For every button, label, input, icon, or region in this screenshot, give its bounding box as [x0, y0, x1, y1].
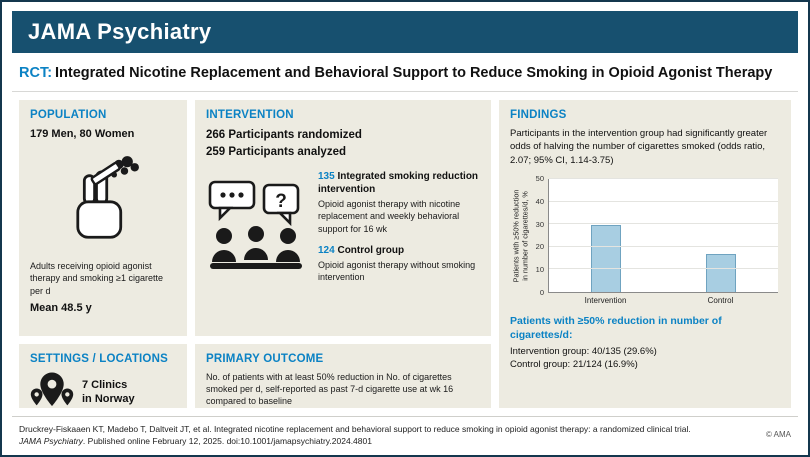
result-line-intervention: Intervention group: 40/135 (29.6%) [510, 346, 657, 358]
chart-y-axis-label-cell: Patients with ≥50% reduction in number o… [510, 179, 532, 293]
group-name: Integrated smoking reduction interventio… [318, 171, 479, 196]
settings-line1: 7 Clinics [82, 378, 128, 391]
citation-journal: JAMA Psychiatry [19, 436, 83, 447]
group-name: Control group [337, 244, 405, 256]
group-count: 135 [318, 171, 335, 183]
citation-footer: Druckrey-Fiskaaen KT, Madebo T, Daltveit… [12, 415, 798, 451]
population-demographics: 179 Men, 80 Women [30, 128, 135, 140]
chart-y-ticks: 0 10 20 30 40 50 [532, 174, 548, 297]
chart-y-axis-label: Patients with ≥50% reduction in number o… [511, 189, 530, 283]
group-description: Opioid agonist therapy without smoking i… [318, 259, 476, 282]
randomized-label: Participants randomized [228, 129, 362, 141]
svg-text:?: ? [275, 191, 287, 212]
citation-publication-info: . Published online February 12, 2025. do… [82, 436, 372, 447]
group-description: Opioid agonist therapy with nicotine rep… [318, 199, 461, 234]
settings-line2: in Norway [82, 393, 135, 405]
bar-control [705, 253, 736, 292]
randomized-count: 266 [206, 129, 226, 141]
intervention-body: ? 135 Integrated smoking reduction inter… [206, 170, 480, 292]
chart-y-tick-label: 20 [535, 242, 544, 252]
settings-body: 7 Clinics in Norway [30, 371, 176, 408]
chart-gridline [549, 177, 778, 179]
citation-line1: Druckrey-Fiskaaen KT, Madebo T, Daltveit… [19, 423, 691, 434]
study-type-tag: RCT: [19, 65, 53, 81]
chart-y-tick-label: 40 [535, 196, 544, 206]
chart-y-tick-label: 30 [535, 219, 544, 229]
findings-chart: Patients with ≥50% reduction in number o… [510, 174, 778, 305]
chart-x-label: Control [707, 295, 734, 305]
chart-gridline [549, 245, 778, 247]
chart-y-tick-label: 50 [535, 173, 544, 183]
result-heading: Patients with ≥50% reduction in number o… [510, 314, 722, 341]
primary-outcome-heading: PRIMARY OUTCOME [206, 352, 324, 365]
intervention-group-item: 135 Integrated smoking reduction interve… [318, 170, 480, 234]
bar-intervention [591, 225, 622, 292]
journal-title: JAMA Psychiatry [28, 19, 212, 44]
journal-header: JAMA Psychiatry [12, 11, 798, 53]
population-description: Adults receiving opioid agonist therapy … [30, 261, 164, 296]
chart-y-tick-label: 0 [539, 287, 544, 297]
chart-gridline [549, 268, 778, 270]
article-title-text: Integrated Nicotine Replacement and Beha… [55, 65, 773, 81]
group-discussion-icon: ? [206, 170, 306, 292]
result-line-control: Control group: 21/124 (16.9%) [510, 359, 638, 371]
findings-heading: FINDINGS [510, 109, 567, 121]
chart-x-label: Intervention [584, 295, 627, 305]
citation-line2: JAMA Psychiatry. Published online Februa… [19, 435, 691, 448]
citation-text: Druckrey-Fiskaaen KT, Madebo T, Daltveit… [19, 423, 691, 449]
randomized-count-line: 266 Participants randomized [206, 127, 480, 144]
analyzed-count-line: 259 Participants analyzed [206, 144, 480, 161]
primary-outcome-text: No. of patients with at least 50% reduct… [206, 371, 454, 406]
chart-x-labels: Intervention Control [548, 293, 778, 305]
chart-y-tick-label: 10 [535, 265, 544, 275]
population-mean-age: Mean 48.5 y [30, 301, 92, 314]
primary-outcome-panel: PRIMARY OUTCOME No. of patients with at … [195, 343, 491, 408]
findings-summary: Participants in the intervention group h… [510, 128, 768, 166]
chart-bar-slot [549, 179, 664, 292]
settings-heading: SETTINGS / LOCATIONS [30, 352, 168, 365]
group-title: 135 Integrated smoking reduction interve… [318, 170, 480, 196]
content-grid: POPULATION 179 Men, 80 Women Adul [12, 92, 798, 414]
analyzed-label: Participants analyzed [228, 145, 346, 158]
intervention-panel: INTERVENTION 266 Participants randomized… [195, 100, 491, 336]
chart-gridline [549, 223, 778, 225]
intervention-heading: INTERVENTION [206, 109, 294, 121]
population-panel: POPULATION 179 Men, 80 Women Adul [19, 100, 187, 336]
findings-panel: FINDINGS Participants in the interventio… [499, 100, 791, 408]
participant-counts: 266 Participants randomized 259 Particip… [206, 127, 480, 160]
settings-panel: SETTINGS / LOCATIONS 7 Clinics in Norway [19, 343, 187, 408]
chart-bars [549, 179, 778, 292]
analyzed-count: 259 [206, 145, 226, 158]
group-count: 124 [318, 244, 335, 256]
article-title: RCT: Integrated Nicotine Replacement and … [12, 53, 798, 92]
chart-gridline [549, 200, 778, 202]
chart-bar-slot [664, 179, 779, 292]
map-pins-icon [30, 371, 74, 408]
intervention-groups: 135 Integrated smoking reduction interve… [318, 170, 480, 292]
chart-plot [548, 177, 778, 293]
intervention-group-item: 124 Control group Opioid agonist therapy… [318, 244, 480, 283]
population-heading: POPULATION [30, 109, 107, 121]
hand-cigarette-icon [61, 155, 145, 248]
group-title: 124 Control group [318, 244, 480, 257]
copyright-notice: © AMA [765, 430, 791, 440]
settings-text: 7 Clinics in Norway [82, 378, 135, 407]
